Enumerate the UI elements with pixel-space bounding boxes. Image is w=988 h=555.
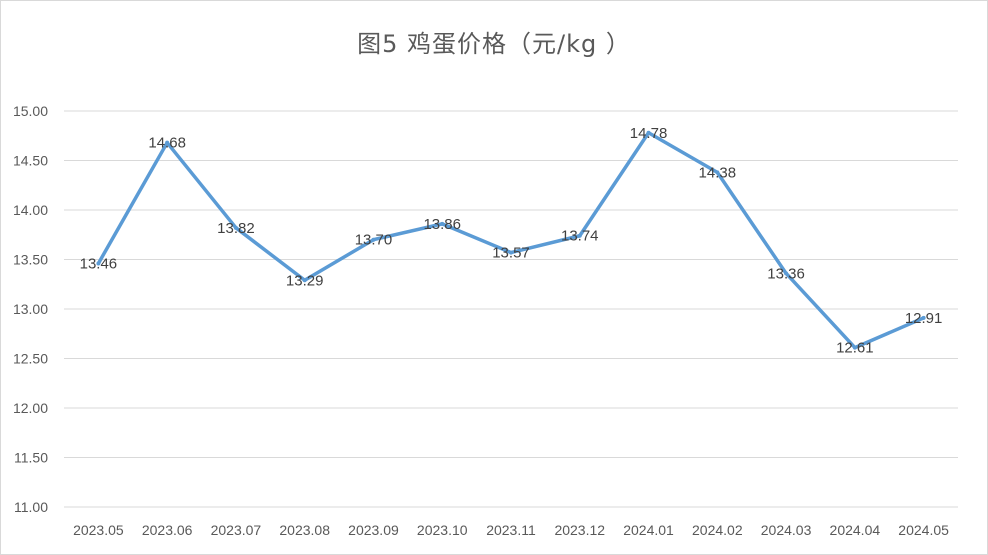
data-point <box>509 250 513 255</box>
data-point <box>784 271 789 276</box>
gridlines <box>64 110 958 508</box>
data-label: 13.82 <box>217 220 255 237</box>
x-tick-label: 2023.08 <box>279 522 330 538</box>
data-label: 13.36 <box>767 265 805 282</box>
x-tick-label: 2024.02 <box>692 522 743 538</box>
series-line <box>96 131 926 350</box>
data-label: 12.61 <box>836 340 874 357</box>
data-point <box>165 140 170 145</box>
x-tick-label: 2024.04 <box>830 522 881 538</box>
data-point <box>96 261 101 266</box>
x-tick-label: 2023.10 <box>417 522 468 538</box>
data-point <box>371 237 376 242</box>
data-point <box>233 225 238 230</box>
data-labels: 13.46 14.68 13.82 13.29 13.70 13.86 13.57 13.74… <box>80 125 943 357</box>
y-tick-label: 11.50 <box>14 450 48 466</box>
data-point <box>715 170 720 175</box>
x-tick-label: 2024.05 <box>898 522 949 538</box>
data-point <box>646 130 651 135</box>
x-tick-label: 2023.05 <box>73 522 124 538</box>
y-axis: 11.00 11.50 12.00 12.50 13.00 13.50 14.00 14.50… <box>13 103 48 515</box>
data-point <box>921 315 926 320</box>
x-tick-label: 2023.09 <box>348 522 399 538</box>
x-tick-label: 2023.06 <box>142 522 193 538</box>
data-point <box>302 278 307 283</box>
chart-title: 图5 鸡蛋价格（元/kg ） <box>357 30 631 58</box>
x-axis: 2023.05 2023.06 2023.07 2023.08 2023.09 2023.… <box>73 522 949 538</box>
y-tick-label: 12.00 <box>13 400 48 416</box>
data-label: 13.74 <box>561 228 599 245</box>
x-tick-label: 2024.01 <box>623 522 674 538</box>
data-point <box>577 233 582 238</box>
data-point <box>852 345 857 350</box>
x-tick-label: 2023.07 <box>211 522 262 538</box>
data-label: 12.91 <box>905 310 943 327</box>
data-label: 13.70 <box>355 232 393 249</box>
y-tick-label: 11.00 <box>14 499 48 515</box>
y-tick-label: 13.50 <box>13 252 48 268</box>
y-tick-label: 14.50 <box>13 153 48 169</box>
data-label: 14.38 <box>699 164 737 181</box>
y-tick-label: 13.00 <box>13 301 48 317</box>
data-point <box>440 221 445 226</box>
data-label: 14.68 <box>148 135 186 152</box>
data-label: 13.57 <box>492 245 530 262</box>
data-label: 14.78 <box>630 125 668 142</box>
x-tick-label: 2023.12 <box>554 522 605 538</box>
y-tick-label: 15.00 <box>13 103 48 119</box>
x-tick-label: 2024.03 <box>761 522 812 538</box>
data-label: 13.29 <box>286 272 324 289</box>
data-label: 13.86 <box>423 216 461 233</box>
data-label: 13.46 <box>80 255 118 272</box>
series-group <box>96 130 926 350</box>
y-tick-label: 12.50 <box>13 351 48 367</box>
x-tick-label: 2023.11 <box>486 522 536 538</box>
y-tick-label: 14.00 <box>13 202 48 218</box>
